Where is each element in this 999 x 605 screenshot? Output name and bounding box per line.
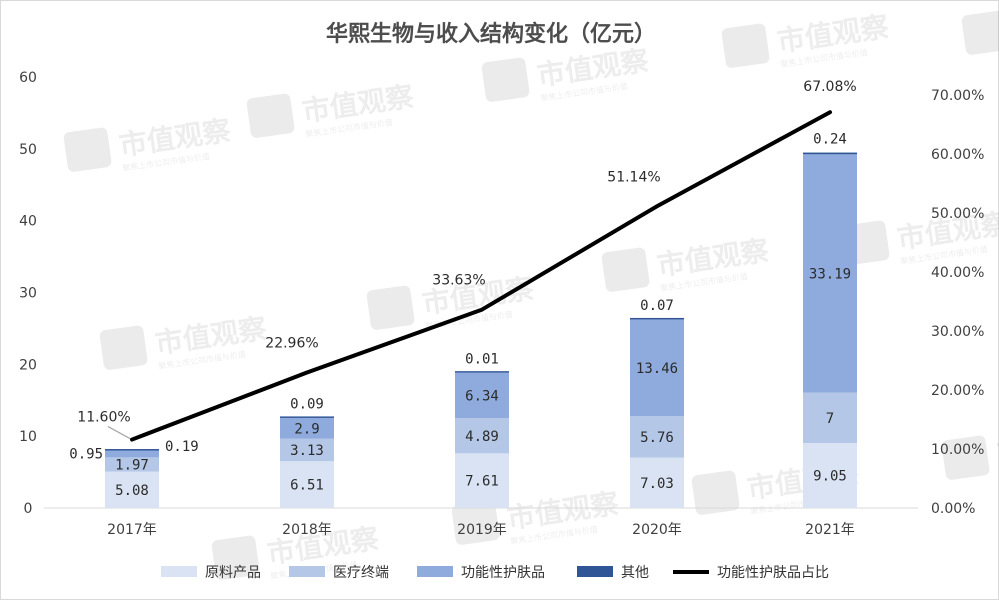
y2-tick-label: 10.00% (931, 442, 984, 458)
y2-tick-label: 50.00% (931, 206, 984, 222)
data-label: 0.19 (165, 439, 199, 455)
bar-segment (630, 318, 684, 320)
line-data-label: 11.60% (77, 410, 130, 426)
y-tick-label: 60 (19, 70, 37, 86)
y-tick-label: 20 (19, 357, 37, 373)
data-label: 0.24 (813, 132, 847, 148)
watermark-logo-icon (721, 23, 770, 69)
bar-segment (280, 416, 334, 418)
data-label: 5.08 (115, 483, 149, 499)
legend-swatch (577, 566, 613, 577)
data-label: 4.89 (465, 429, 499, 445)
watermark-logo-icon (601, 247, 650, 293)
watermark-text: 市值观察 (655, 234, 771, 282)
y2-tick-label: 30.00% (931, 324, 984, 340)
watermark-logo-icon (246, 93, 295, 139)
y-axis-left: 0 10 20 30 40 50 60 (19, 70, 37, 517)
watermark-text: 市值观察 (775, 10, 891, 58)
x-tick-label: 2017年 (107, 522, 157, 538)
bar-segment (105, 451, 159, 458)
x-tick-label: 2020年 (632, 522, 682, 538)
watermark-layer: 市值观察聚焦上市公司市值与价值市值观察聚焦上市公司市值与价值市值观察聚焦上市公司… (63, 1, 999, 589)
label-leader-line (108, 427, 130, 439)
y2-tick-label: 40.00% (931, 265, 984, 281)
legend-label: 功能性护肤品 (461, 565, 545, 581)
y2-tick-label: 0.00% (931, 501, 975, 517)
data-label: 2.9 (294, 421, 319, 437)
x-tick-label: 2019年 (457, 522, 507, 538)
x-axis-ticks: 2017年 2018年 2019年 2020年 2021年 (107, 522, 855, 538)
watermark-logo-icon (366, 285, 415, 331)
bar-segment (105, 449, 159, 451)
x-tick-label: 2021年 (805, 522, 855, 538)
data-label: 7 (826, 411, 834, 427)
data-label: 7.03 (640, 476, 674, 492)
watermark-logo-icon (481, 57, 530, 103)
line-data-label: 51.14% (607, 169, 660, 185)
chart-title: 华熙生物与收入结构变化（亿元） (326, 21, 656, 47)
y-tick-label: 50 (19, 142, 37, 158)
bar-segment (803, 153, 857, 155)
line-data-label: 22.96% (265, 336, 318, 352)
watermark-logo-icon (961, 10, 999, 56)
data-label: 0.95 (69, 447, 103, 463)
y2-tick-label: 60.00% (931, 147, 984, 163)
data-label: 7.61 (465, 474, 499, 490)
legend-label: 功能性护肤品占比 (717, 565, 829, 581)
y-tick-label: 30 (19, 286, 37, 302)
watermark-text: 市值观察 (995, 422, 999, 470)
watermark-logo-icon (63, 127, 112, 173)
data-label: 5.76 (640, 430, 674, 446)
watermark-logo-icon (99, 325, 148, 371)
y-tick-label: 40 (19, 214, 37, 230)
watermark-text: 市值观察 (535, 44, 651, 92)
bar-segment (455, 371, 509, 373)
y-tick-label: 10 (19, 429, 37, 445)
watermark-logo-icon (691, 470, 740, 516)
line-data-label: 33.63% (432, 273, 485, 289)
y2-tick-label: 70.00% (931, 88, 984, 104)
legend: 原料产品 医疗终端 功能性护肤品 其他 功能性护肤品占比 (161, 565, 829, 581)
legend-label: 原料产品 (205, 565, 261, 581)
watermark-text: 市值观察 (300, 80, 416, 128)
x-tick-label: 2018年 (282, 522, 332, 538)
legend-label: 其他 (621, 565, 649, 581)
data-label: 0.09 (290, 396, 324, 412)
legend-swatch (289, 566, 325, 577)
data-label: 6.51 (290, 478, 324, 494)
data-label: 0.01 (465, 352, 499, 368)
y-tick-label: 0 (24, 501, 33, 517)
legend-label: 医疗终端 (333, 565, 389, 581)
legend-swatch (417, 566, 453, 577)
y-axis-right: 0.00% 10.00% 20.00% 30.00% 40.00% 50.00% 60.00… (931, 88, 984, 517)
data-label: 33.19 (809, 267, 851, 283)
data-label: 0.07 (640, 298, 674, 314)
data-label: 9.05 (813, 468, 847, 484)
data-label: 3.13 (290, 443, 324, 459)
data-label: 13.46 (636, 361, 678, 377)
watermark-text: 市值观察 (117, 114, 233, 162)
legend-swatch (161, 566, 197, 577)
watermark-text: 市值观察 (153, 312, 269, 360)
data-label: 1.97 (115, 457, 149, 473)
watermark-text: 市值观察 (505, 487, 621, 535)
data-label: 6.34 (465, 388, 499, 404)
y2-tick-label: 20.00% (931, 383, 984, 399)
line-data-label: 67.08% (803, 79, 856, 95)
